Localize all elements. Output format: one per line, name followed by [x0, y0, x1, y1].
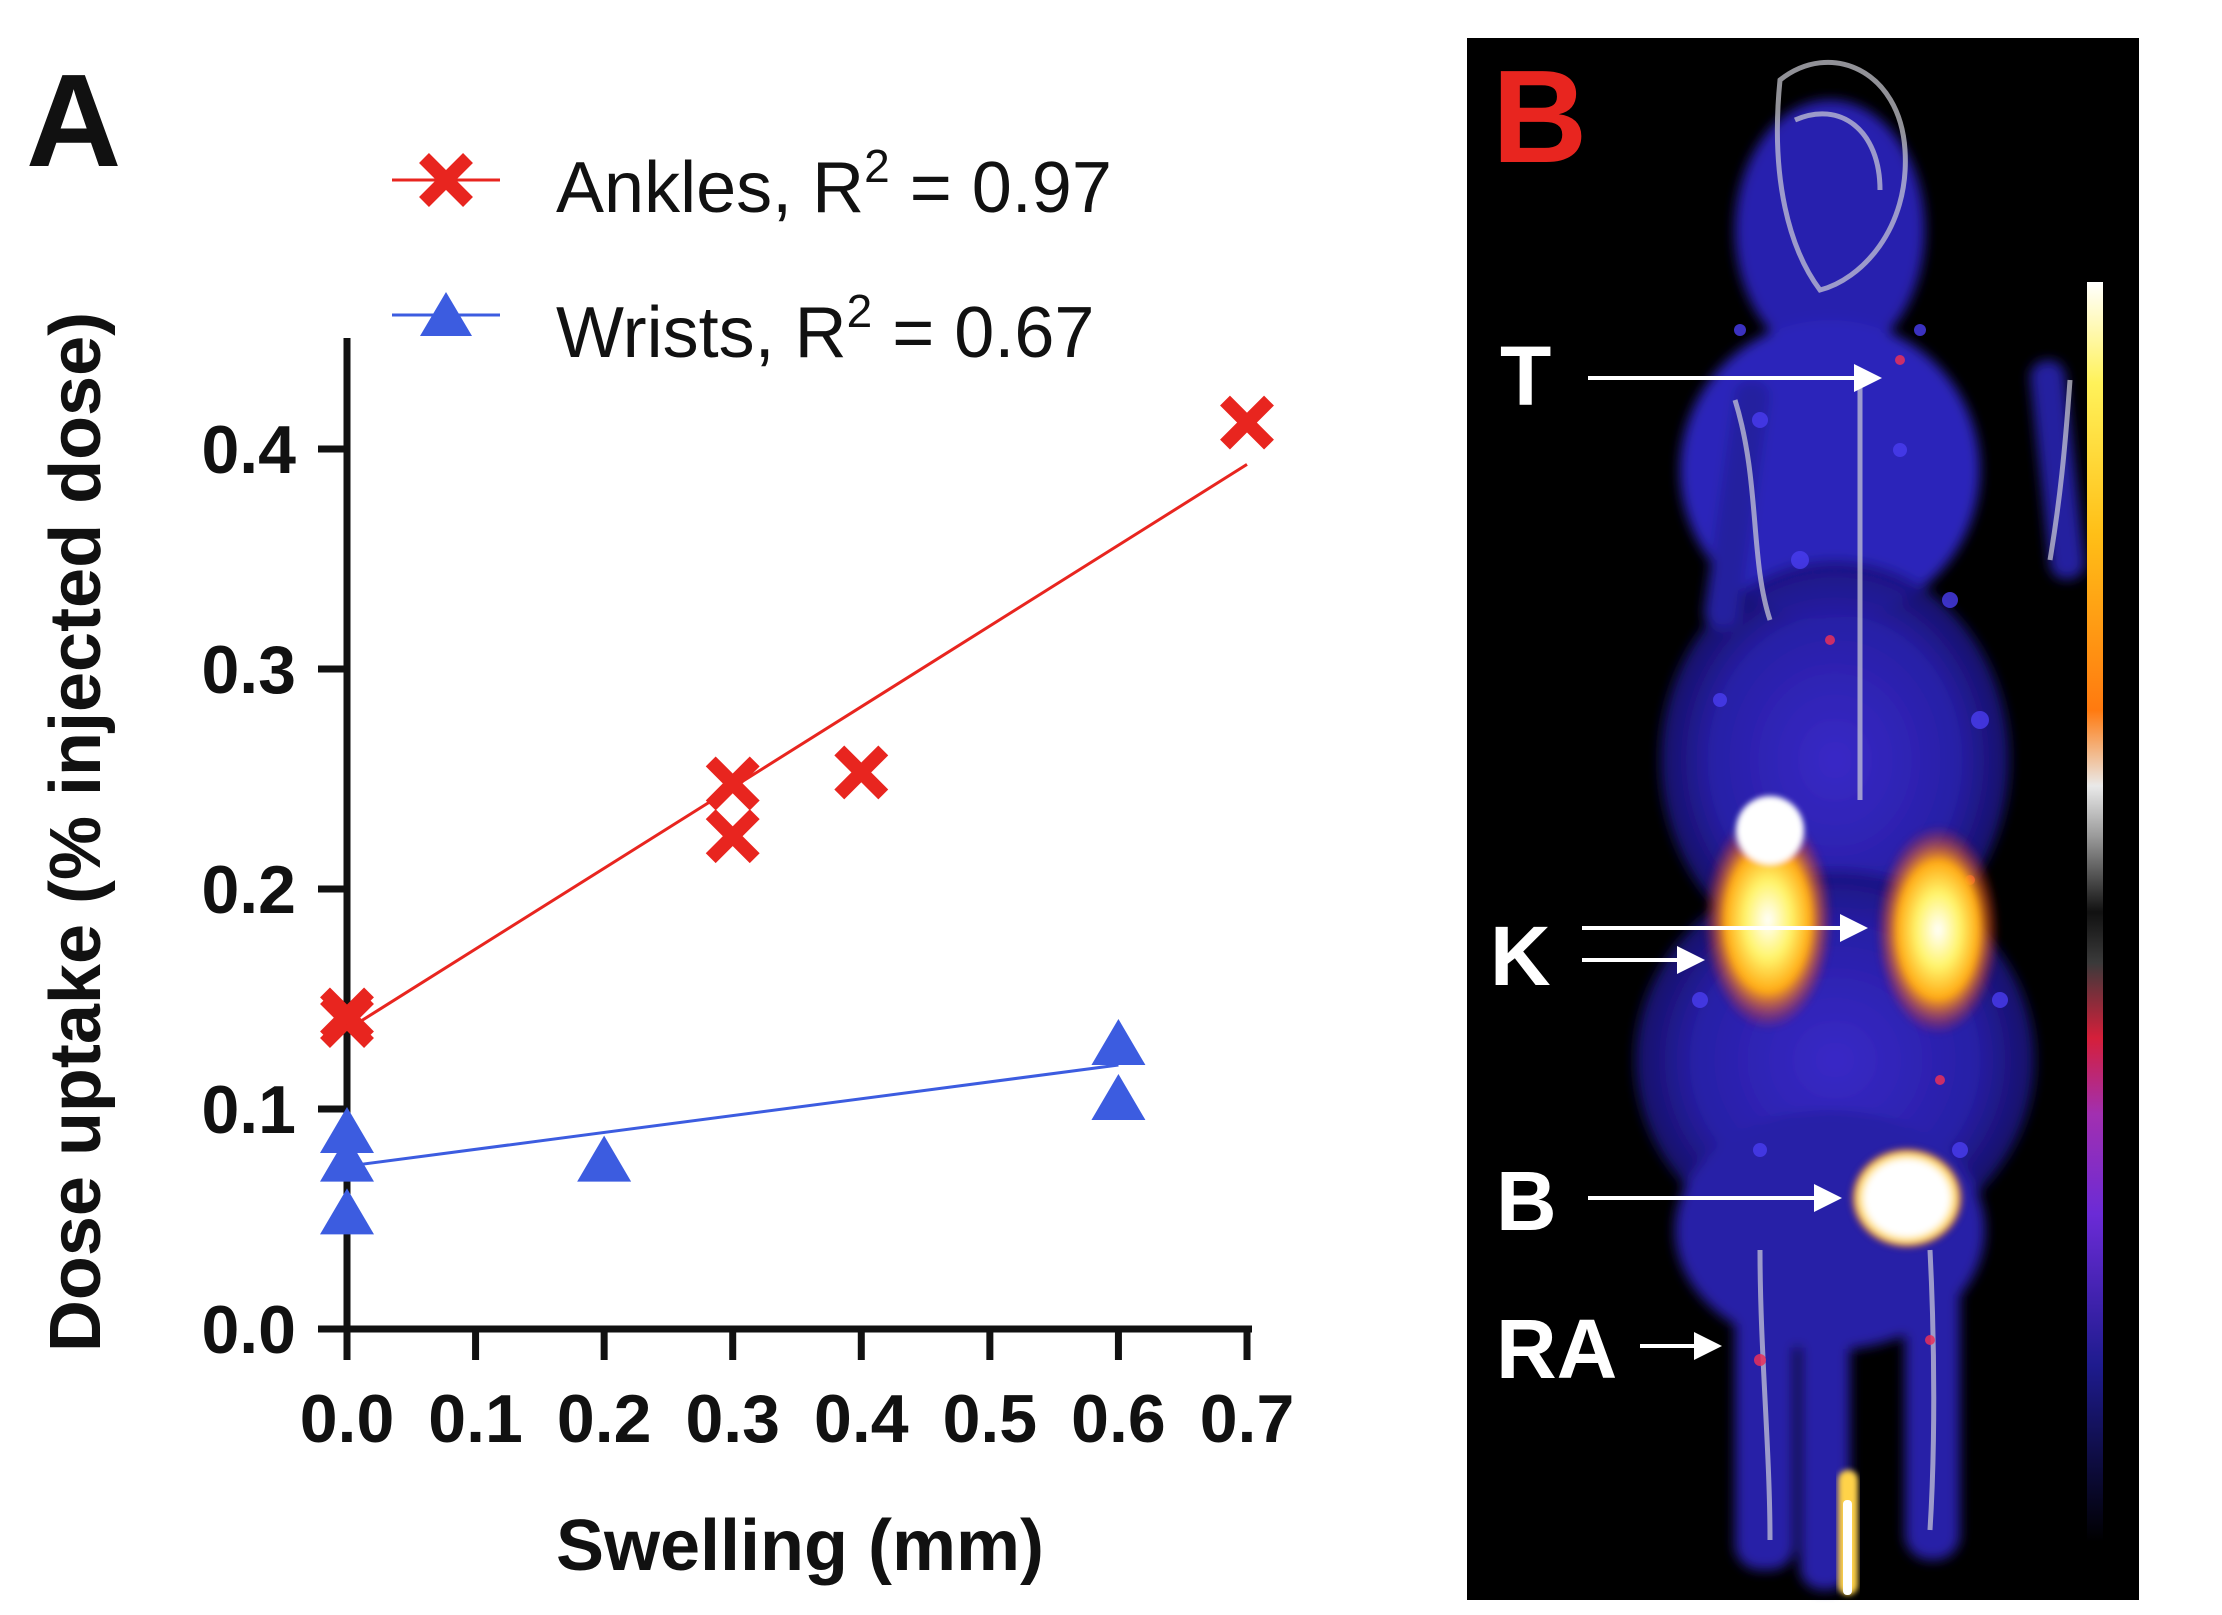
data-point-wrists [320, 1135, 374, 1182]
annotation-thyroid-label: T [1500, 329, 1551, 423]
data-point-wrists [1091, 1074, 1146, 1120]
y-tick-label: 0.1 [201, 1072, 296, 1148]
data-point-wrists [320, 1107, 374, 1153]
mouse-pet-scan [1635, 60, 2085, 1595]
y-tick-label: 0.0 [201, 1292, 296, 1368]
x-tick-label: 0.0 [300, 1381, 395, 1457]
legend-wrists-suffix: = 0.67 [872, 293, 1094, 373]
panel-b-label: B [1492, 43, 1587, 190]
legend-wrists-sup: 2 [847, 285, 873, 337]
data-point-ankles [320, 987, 374, 1042]
annotation-kidneys: K [1490, 909, 1868, 1003]
panel-a: A Ankles, R2 = 0.97 Wrists, R2 = 0.67 0.… [26, 47, 1294, 1586]
annotation-rheumatoid-arthritis: RA [1496, 1302, 1722, 1396]
data-point-ankles [705, 809, 760, 864]
y-axis-label: Dose uptake (% injected dose) [36, 312, 116, 1352]
x-axis-label: Swelling (mm) [556, 1506, 1044, 1586]
x-tick-label: 0.1 [428, 1381, 523, 1457]
legend-wrists-text: Wrists, R2 = 0.67 [556, 285, 1094, 373]
legend-ankles-marker [419, 153, 473, 207]
legend-ankles-sup: 2 [864, 140, 890, 192]
y-ticks: 0.0 0.1 0.2 0.3 0.4 [201, 412, 347, 1368]
data-point-ankles [705, 756, 760, 811]
legend-ankles-prefix: Ankles, R [556, 148, 864, 228]
annotation-thyroid: T [1500, 329, 1882, 423]
data-points [320, 395, 1274, 1235]
data-point-ankles [1220, 395, 1274, 450]
fit-lines [346, 463, 1248, 1168]
annotation-bladder-label: B [1496, 1154, 1557, 1248]
annotation-kidneys-label: K [1490, 909, 1551, 1003]
y-tick-label: 0.2 [201, 852, 296, 928]
annotation-ra-label: RA [1496, 1302, 1617, 1396]
legend-wrists-marker [420, 292, 472, 336]
legend-wrists-prefix: Wrists, R [556, 293, 847, 373]
y-tick-label: 0.4 [201, 412, 296, 488]
color-scale-bar [2087, 282, 2103, 1542]
x-tick-label: 0.2 [557, 1381, 652, 1457]
legend-ankles-suffix: = 0.97 [890, 148, 1112, 228]
data-point-ankles [834, 745, 889, 800]
x-tick-label: 0.6 [1071, 1381, 1166, 1457]
panel-b: B T K B RA [1467, 38, 2139, 1600]
x-tick-label: 0.7 [1200, 1381, 1295, 1457]
data-point-wrists [577, 1135, 632, 1182]
x-ticks: 0.0 0.1 0.2 0.3 0.4 0.5 0.6 0.7 [300, 1329, 1295, 1457]
fit-line-ankles [346, 463, 1248, 1032]
panel-a-label: A [26, 47, 121, 194]
data-point-wrists [320, 1188, 374, 1235]
legend: Ankles, R2 = 0.97 Wrists, R2 = 0.67 [392, 140, 1112, 373]
data-point-wrists [1091, 1019, 1146, 1065]
x-tick-label: 0.5 [943, 1381, 1038, 1457]
x-tick-label: 0.3 [685, 1381, 780, 1457]
fit-line-wrists [346, 1063, 1119, 1168]
annotation-bladder: B [1496, 1154, 1842, 1248]
legend-ankles-text: Ankles, R2 = 0.97 [556, 140, 1112, 228]
y-tick-label: 0.3 [201, 632, 296, 708]
x-tick-label: 0.4 [814, 1381, 909, 1457]
